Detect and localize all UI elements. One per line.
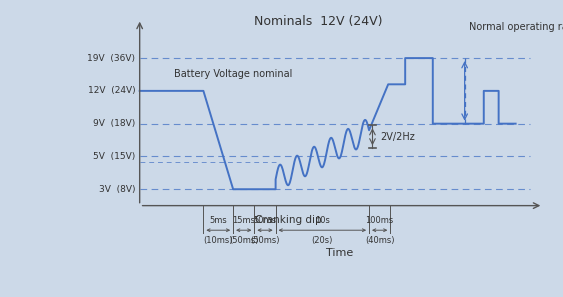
Text: 2V/2Hz: 2V/2Hz [380,132,415,142]
Text: (40ms): (40ms) [365,236,395,245]
Text: Time: Time [326,248,353,258]
Text: 100ms: 100ms [365,216,394,225]
Text: 5V  (15V): 5V (15V) [93,152,136,161]
Text: 19V  (36V): 19V (36V) [87,53,136,63]
Text: 3V  (8V): 3V (8V) [99,185,136,194]
Text: 5ms: 5ms [209,216,227,225]
Text: (10ms): (10ms) [203,236,233,245]
Text: 50ms: 50ms [253,216,276,225]
Text: Cranking dip: Cranking dip [255,215,321,225]
Text: 12V  (24V): 12V (24V) [88,86,136,95]
Text: Battery Voltage nominal: Battery Voltage nominal [173,69,292,79]
Text: (50ms): (50ms) [229,236,258,245]
Text: (20s): (20s) [312,236,333,245]
Text: 15ms: 15ms [233,216,255,225]
Text: 10s: 10s [315,216,330,225]
Text: 9V  (18V): 9V (18V) [93,119,136,128]
Text: (50ms): (50ms) [250,236,280,245]
Text: Nominals  12V (24V): Nominals 12V (24V) [254,15,382,29]
Text: Normal operating range: Normal operating range [469,22,563,32]
